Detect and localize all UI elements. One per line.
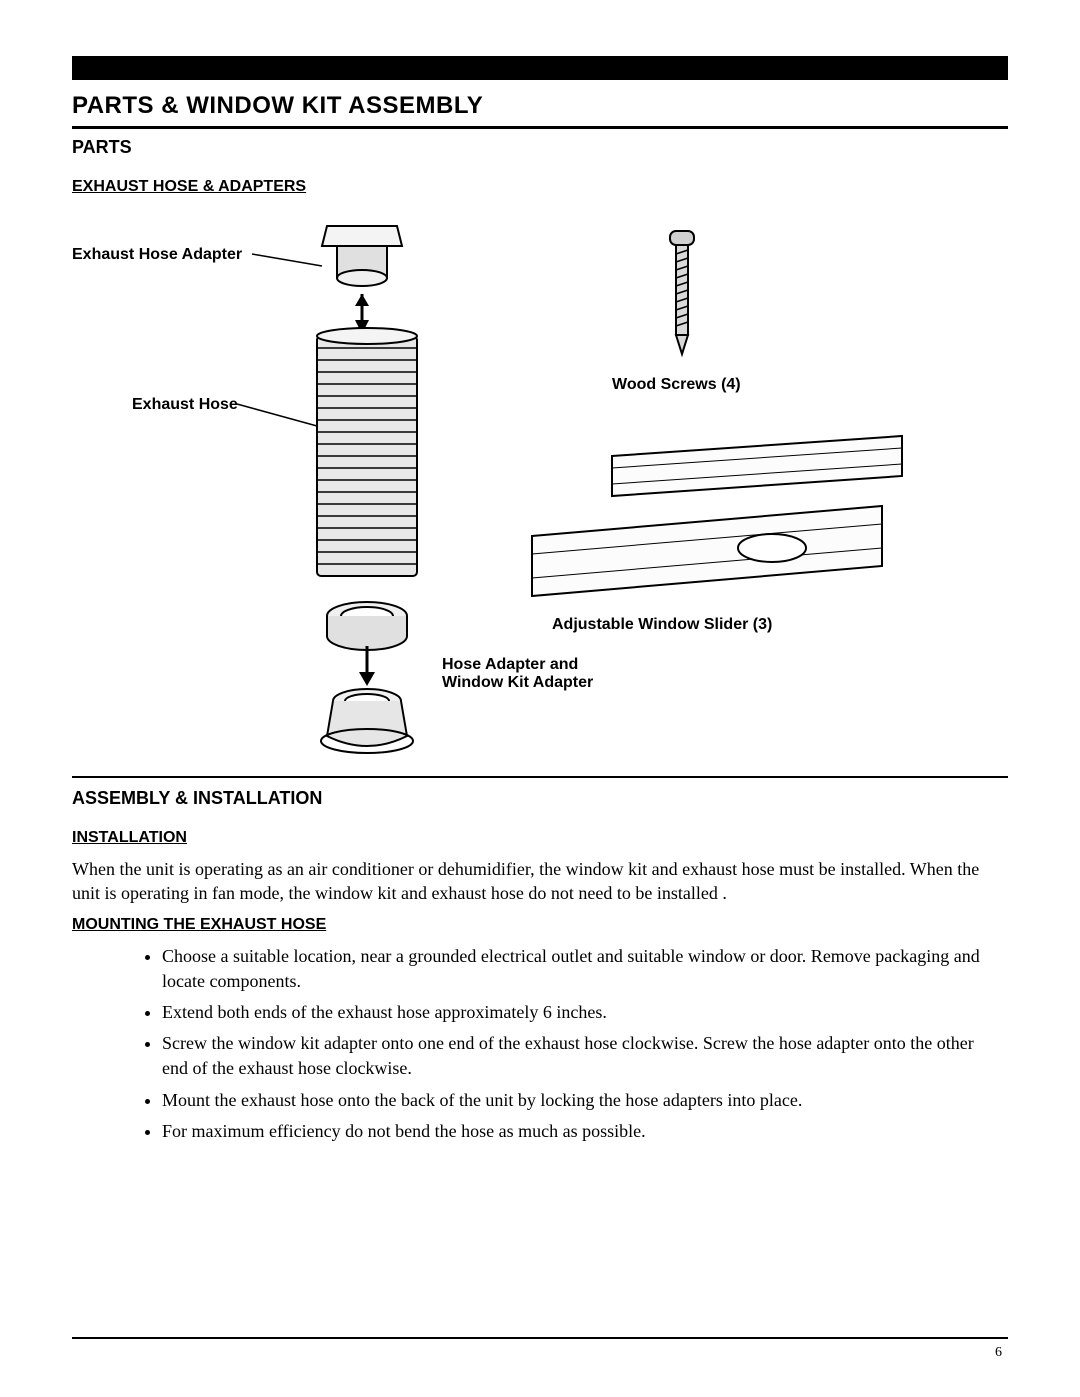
exhaust-hose-icon <box>307 326 427 586</box>
mounting-subhead: MOUNTING THE EXHAUST HOSE <box>72 916 1008 934</box>
windowkit-adapter-icon <box>307 596 427 766</box>
page: PARTS & WINDOW KIT ASSEMBLY PARTS EXHAUS… <box>0 0 1080 1397</box>
step-item: Mount the exhaust hose onto the back of … <box>162 1088 998 1113</box>
step-item: Extend both ends of the exhaust hose app… <box>162 1000 998 1025</box>
mounting-steps-list: Choose a suitable location, near a groun… <box>132 944 1008 1144</box>
step-item: Choose a suitable location, near a groun… <box>162 944 998 994</box>
parts-diagram: Exhaust Hose Adapter Exhaust Hose Hose A… <box>72 206 1008 766</box>
installation-body: When the unit is operating as an air con… <box>72 857 1008 906</box>
rule-under-title <box>72 126 1008 129</box>
window-slider-icon <box>502 426 922 616</box>
page-number: 6 <box>995 1345 1002 1361</box>
top-bar <box>72 56 1008 80</box>
rule-mid <box>72 776 1008 778</box>
step-item: For maximum efficiency do not bend the h… <box>162 1119 998 1144</box>
step-item: Screw the window kit adapter onto one en… <box>162 1031 998 1081</box>
parts-heading: PARTS <box>72 137 1008 158</box>
installation-subhead: INSTALLATION <box>72 829 1008 847</box>
footer-rule <box>72 1337 1008 1339</box>
assembly-heading: ASSEMBLY & INSTALLATION <box>72 788 1008 809</box>
exhaust-hose-adapter-icon <box>307 216 417 296</box>
exhaust-subhead: EXHAUST HOSE & ADAPTERS <box>72 178 1008 196</box>
main-title: PARTS & WINDOW KIT ASSEMBLY <box>72 92 1008 120</box>
wood-screw-icon <box>652 226 712 366</box>
